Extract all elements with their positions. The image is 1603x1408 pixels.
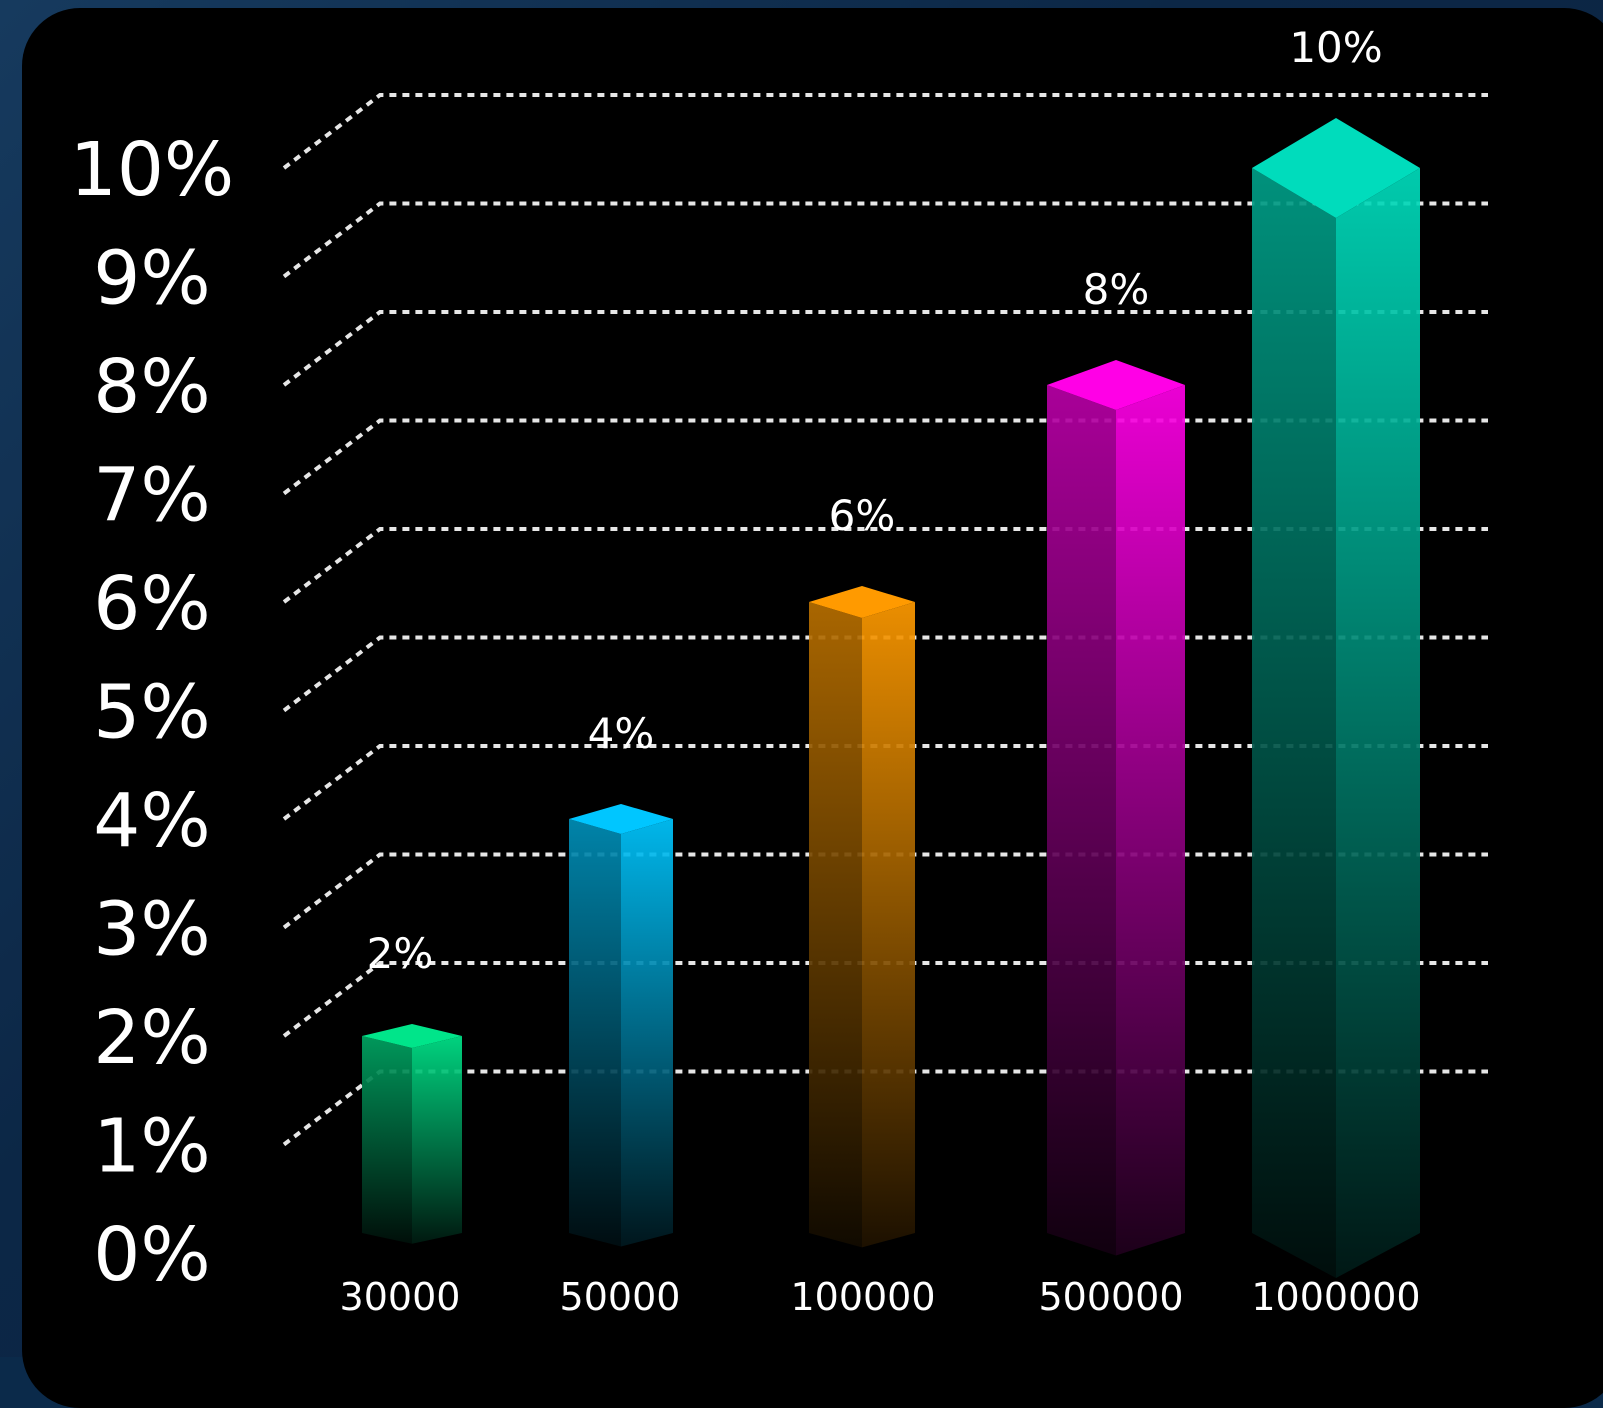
- y-tick-label: 8%: [93, 344, 210, 430]
- bar-right-face: [1116, 385, 1185, 1256]
- y-tick-label: 9%: [93, 236, 210, 322]
- bar-left-face: [1252, 168, 1336, 1278]
- gridline-9: [282, 201, 1488, 279]
- bar-top-cap: [569, 804, 673, 834]
- bars: [362, 118, 1420, 1278]
- bar-left-face: [809, 602, 862, 1248]
- y-tick-label: 3%: [93, 887, 210, 973]
- bar-right-face: [1336, 168, 1420, 1278]
- data-label: 2%: [367, 929, 434, 978]
- bar-right-face: [621, 819, 673, 1247]
- bar-top-cap: [1252, 118, 1420, 218]
- bar-right-face: [412, 1036, 462, 1244]
- y-tick-label: 4%: [93, 778, 210, 864]
- x-tick-label: 50000: [560, 1275, 681, 1319]
- gridline-8: [282, 310, 1488, 387]
- bar-1000000: [1252, 118, 1420, 1278]
- data-label: 4%: [588, 709, 655, 758]
- y-tick-label: 1%: [93, 1104, 210, 1190]
- bar-left-face: [1047, 385, 1116, 1256]
- bar-chart: 0% 1% 2% 3% 4% 5% 6% 7% 8% 9% 10% 30000 50000 100000…: [70, 23, 1488, 1319]
- x-tick-label: 30000: [340, 1275, 461, 1319]
- data-labels: 2% 4% 6% 8% 10%: [367, 23, 1383, 978]
- x-tick-label: 500000: [1038, 1275, 1183, 1319]
- y-tick-label: 6%: [93, 561, 210, 647]
- y-tick-label: 0%: [93, 1212, 210, 1298]
- y-axis-ticks: 0% 1% 2% 3% 4% 5% 6% 7% 8% 9% 10%: [70, 127, 234, 1298]
- bar-top-cap: [1047, 360, 1185, 410]
- x-tick-label: 1000000: [1251, 1275, 1420, 1319]
- bar-right-face: [862, 602, 915, 1248]
- data-label: 8%: [1083, 265, 1150, 314]
- bar-top-cap: [362, 1024, 462, 1048]
- y-tick-label: 2%: [93, 995, 210, 1081]
- bar-left-face: [569, 819, 621, 1247]
- bar-500000: [1047, 360, 1185, 1256]
- bar-left-face: [362, 1036, 412, 1244]
- data-label: 6%: [829, 491, 896, 540]
- y-tick-label: 10%: [70, 127, 234, 213]
- y-tick-label: 5%: [93, 670, 210, 756]
- data-label: 10%: [1289, 23, 1382, 72]
- x-tick-label: 100000: [790, 1275, 935, 1319]
- bar-100000: [809, 586, 915, 1248]
- y-tick-label: 7%: [93, 453, 210, 539]
- gridline-10: [282, 93, 1488, 170]
- bar-50000: [569, 804, 673, 1247]
- x-axis-ticks: 30000 50000 100000 500000 1000000: [340, 1275, 1421, 1319]
- bar-top-cap: [809, 586, 915, 618]
- bar-30000: [362, 1024, 462, 1244]
